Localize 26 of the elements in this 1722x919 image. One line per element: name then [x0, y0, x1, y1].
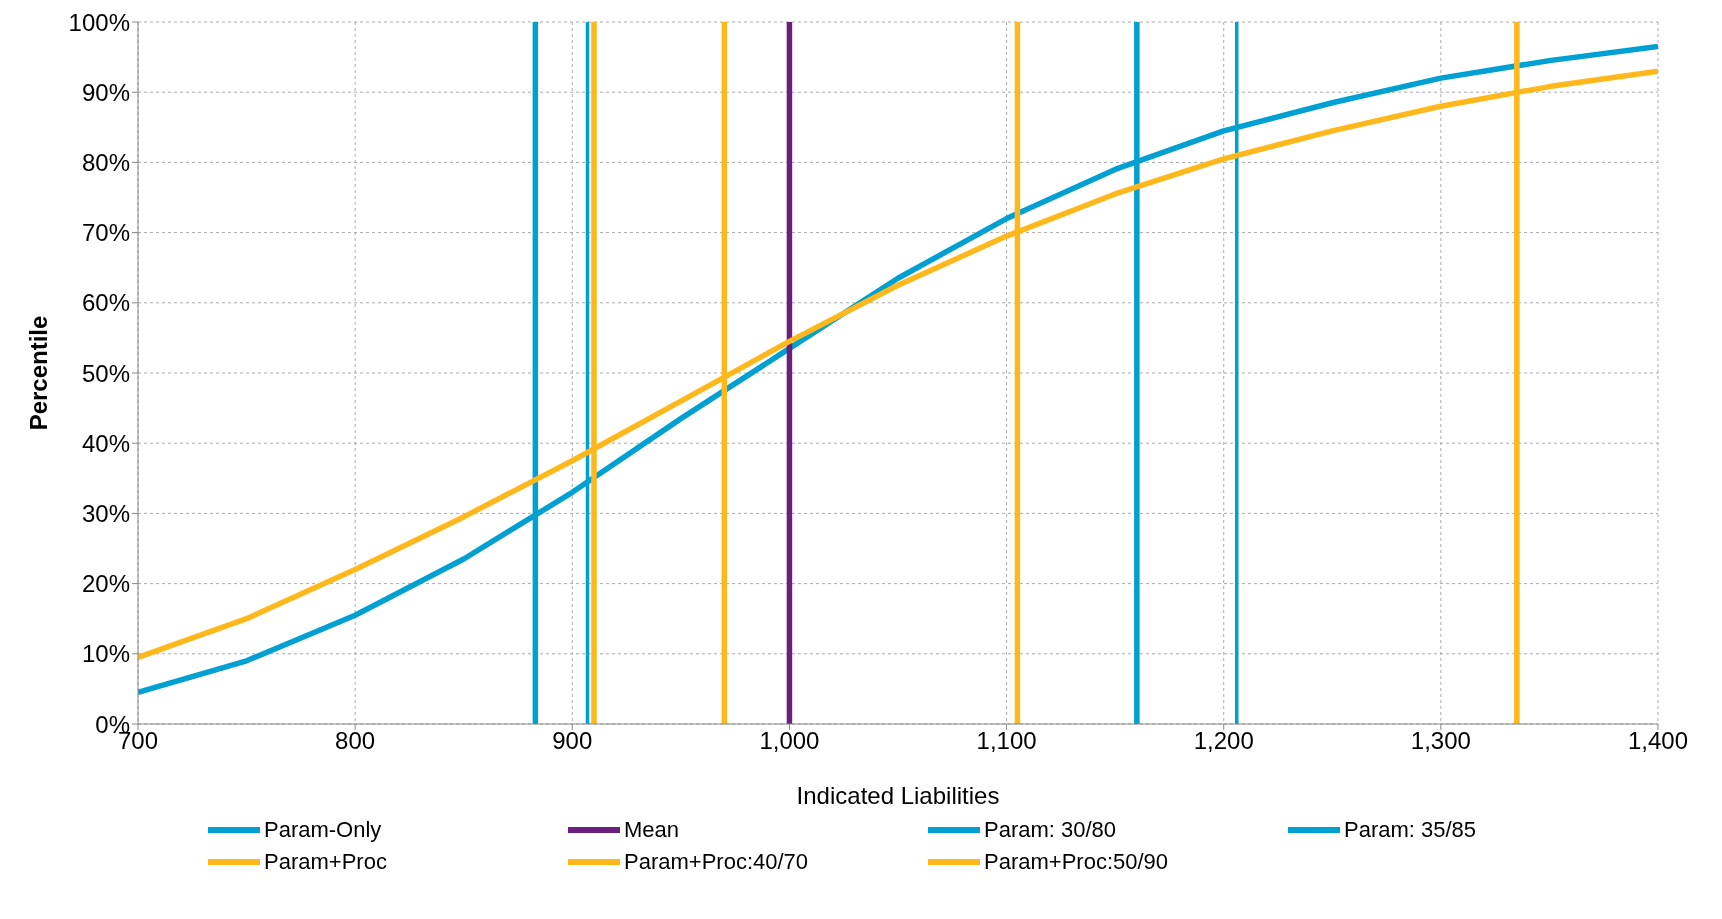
legend-label: Mean [624, 817, 680, 843]
x-tick-label: 1,000 [759, 727, 820, 755]
legend-label: Param: 30/80 [984, 817, 1117, 843]
x-tick-label: 1,300 [1410, 727, 1471, 755]
y-tick-label: 100% [68, 8, 130, 36]
x-tick-label: 800 [335, 727, 376, 755]
y-tick-label: 30% [81, 499, 130, 527]
x-tick-label: 1,100 [976, 727, 1037, 755]
legend-label: Param+Proc [264, 849, 387, 875]
y-tick-label: 90% [81, 78, 130, 106]
legend-label: Param+Proc:40/70 [624, 849, 809, 875]
x-tick-label: 1,200 [1193, 727, 1254, 755]
x-tick-label: 1,400 [1627, 727, 1689, 755]
y-tick-label: 50% [81, 359, 130, 387]
y-tick-label: 80% [81, 148, 130, 176]
y-tick-label: 10% [81, 640, 130, 668]
x-axis-title: Indicated Liabilities [796, 782, 1000, 809]
legend-label: Param+Proc:50/90 [984, 849, 1169, 875]
y-tick-label: 40% [81, 429, 130, 457]
y-tick-label: 20% [81, 570, 130, 598]
legend-label: Param: 35/85 [1344, 817, 1477, 843]
legend-label: Param-Only [264, 817, 382, 843]
y-tick-label: 70% [81, 219, 130, 247]
y-tick-label: 60% [81, 289, 130, 317]
x-tick-label: 900 [552, 727, 593, 755]
y-axis-title: Percentile [24, 315, 52, 431]
